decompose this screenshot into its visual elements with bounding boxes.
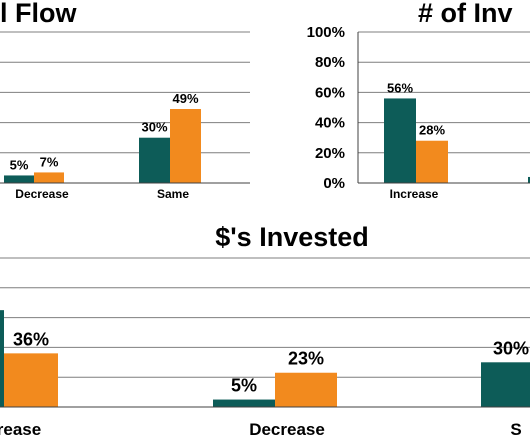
num-investors-title: # of Inv <box>418 0 513 28</box>
cash-flow-bar-label: 5% <box>10 157 29 172</box>
num-investors-bar-label: 56% <box>387 80 413 95</box>
dollars-invested-category-label: rease <box>0 420 41 439</box>
cash-flow-bar-label: 49% <box>172 91 198 106</box>
num-investors-bar-series2 <box>416 140 448 183</box>
dollars-invested-bar-label: 5% <box>231 376 257 396</box>
cash-flow-category-label: Decrease <box>15 187 69 201</box>
num-investors-category-label: Increase <box>390 187 439 201</box>
dollars-invested-bar-label: 36% <box>13 329 49 349</box>
num-investors-y-tick-label: 100% <box>307 24 345 41</box>
num-investors-y-tick-label: 20% <box>315 145 345 162</box>
num-investors-y-tick-label: 0% <box>323 175 345 192</box>
dollars-invested-bar-series2 <box>4 353 58 407</box>
cash-flow-bar-series2 <box>34 172 64 183</box>
dollars-invested-bar-series1 <box>0 310 4 407</box>
num-investors-y-tick-label: 80% <box>315 54 345 71</box>
cash-flow-title: l Flow <box>0 0 77 28</box>
cash-flow-bar-series2 <box>170 109 201 183</box>
num-investors-bar-series1 <box>384 98 416 183</box>
dollars-invested-bar-label: 30% <box>493 338 529 358</box>
cash-flow-category-label: Same <box>157 187 189 201</box>
dollars-invested-category-label: Decrease <box>249 420 325 439</box>
dollars-invested-bar-series1 <box>213 399 275 407</box>
cash-flow-bar-series1 <box>139 137 170 183</box>
dollars-invested-bar-label: 23% <box>288 349 324 369</box>
dollars-invested-category-label: S <box>510 420 521 439</box>
cash-flow-bar-label: 30% <box>141 120 167 135</box>
cash-flow-bar-label: 7% <box>40 154 59 169</box>
dollars-invested-title: $'s Invested <box>215 222 369 252</box>
num-investors-bar-series1-partial <box>528 176 530 183</box>
num-investors-bar-label: 28% <box>419 123 445 138</box>
num-investors-y-tick-label: 40% <box>315 115 345 132</box>
cash-flow-bar-series1 <box>4 175 34 183</box>
dollars-invested-bar-series1 <box>481 362 530 407</box>
dollars-invested-bar-series2 <box>275 372 337 407</box>
num-investors-y-tick-label: 60% <box>315 84 345 101</box>
